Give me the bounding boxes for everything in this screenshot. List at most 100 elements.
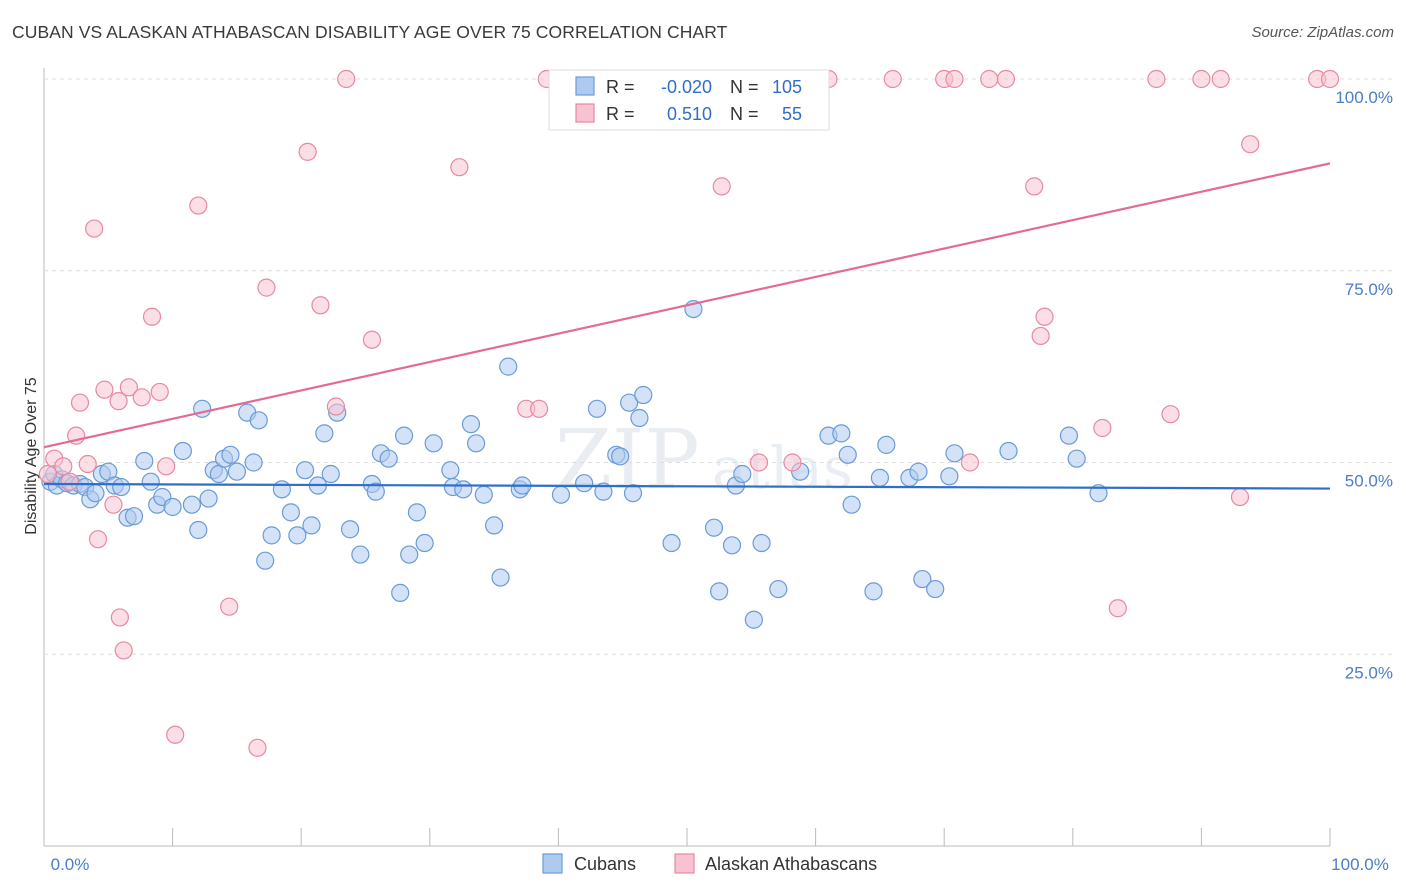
alaskan-point xyxy=(257,278,276,297)
cubans-point xyxy=(394,426,414,445)
cubans-point xyxy=(400,545,419,564)
alaskan-point xyxy=(1320,69,1340,89)
cubans-point xyxy=(474,485,493,504)
legend-swatch-alaskan xyxy=(674,853,695,874)
alaskan-point xyxy=(783,453,802,472)
cubans-point xyxy=(864,582,883,601)
stats-r-label-1: R = xyxy=(606,77,635,97)
cubans-point xyxy=(302,516,321,535)
x-ticks xyxy=(43,828,1331,846)
cubans-point xyxy=(135,451,154,471)
alaskan-point xyxy=(1230,487,1250,507)
alaskan-point xyxy=(980,69,999,89)
cubans-point xyxy=(1089,484,1108,503)
cubans-point xyxy=(209,464,228,484)
x-tick-label-max: 100.0% xyxy=(1331,855,1389,874)
cubans-point xyxy=(999,441,1018,461)
cubans-point xyxy=(623,484,643,503)
stats-n-label-1: N = xyxy=(730,77,759,97)
cubans-point xyxy=(86,484,105,503)
stats-n-value-1: 105 xyxy=(772,77,802,97)
cubans-point xyxy=(415,533,434,553)
cubans-point xyxy=(112,477,131,497)
alaskan-point xyxy=(362,330,382,349)
cubans-point xyxy=(491,568,510,587)
cubans-point xyxy=(454,480,473,499)
alaskan-point xyxy=(54,457,73,476)
cubans-point xyxy=(587,399,607,418)
stats-n-value-2: 55 xyxy=(782,104,802,124)
cubans-point xyxy=(832,424,851,443)
cubans-point xyxy=(945,444,964,463)
cubans-point xyxy=(351,545,370,564)
alaskan-point xyxy=(311,296,330,315)
alaskan-point xyxy=(110,608,129,627)
cubans-point xyxy=(163,497,182,517)
stats-legend-box xyxy=(548,69,830,131)
legend: Cubans Alaskan Athabascans xyxy=(542,853,877,874)
y-tick-label-25: 25.0% xyxy=(1345,663,1393,682)
cubans-point xyxy=(662,533,681,553)
alaskan-point xyxy=(85,219,104,238)
cubans-point xyxy=(221,445,240,464)
alaskan-point xyxy=(1241,135,1260,154)
alaskan-point xyxy=(78,454,97,474)
alaskan-point xyxy=(1161,405,1180,424)
cubans-point xyxy=(272,480,292,499)
cubans-point xyxy=(594,482,613,501)
source-label: Source: ZipAtlas.com xyxy=(1251,24,1394,41)
cubans-point xyxy=(710,582,729,601)
legend-label-alaskan: Alaskan Athabascans xyxy=(705,854,877,874)
stats-r-value-2: 0.510 xyxy=(667,104,712,124)
cubans-point xyxy=(244,453,263,472)
alaskan-point xyxy=(1031,326,1050,346)
alaskan-point xyxy=(996,69,1016,89)
cubans-point xyxy=(466,434,486,453)
cubans-point xyxy=(909,462,928,481)
cubans-point xyxy=(940,467,959,486)
cubans-point xyxy=(461,415,481,434)
y-tick-label-75: 75.0% xyxy=(1345,280,1393,299)
series-alaskan xyxy=(38,69,1340,757)
cubans-point xyxy=(499,357,518,376)
trend-lines xyxy=(43,162,1331,490)
alaskan-point xyxy=(337,69,356,89)
cubans-point xyxy=(704,518,724,537)
cubans-point xyxy=(182,495,201,514)
stats-swatch-cubans xyxy=(575,76,595,96)
cubans-point xyxy=(441,461,460,480)
y-axis-label: Disability Age Over 75 xyxy=(23,377,40,535)
alaskan-point xyxy=(1192,69,1211,89)
alaskan-point xyxy=(109,392,128,411)
cubans-point xyxy=(575,474,594,493)
alaskan-point xyxy=(220,597,239,616)
cubans-trend-line xyxy=(43,482,1331,490)
legend-swatch-cubans xyxy=(542,853,563,874)
alaskan-point xyxy=(945,69,964,89)
cubans-point xyxy=(340,520,360,539)
alaskan-point xyxy=(104,495,123,514)
cubans-point xyxy=(877,435,896,454)
stats-n-label-2: N = xyxy=(730,104,759,124)
cubans-point xyxy=(189,520,208,540)
cubans-point xyxy=(366,482,385,501)
cubans-point xyxy=(485,516,504,535)
alaskan-point xyxy=(883,69,902,89)
cubans-point xyxy=(249,411,268,430)
cubans-point xyxy=(1067,449,1086,468)
alaskan-point xyxy=(960,453,980,472)
cubans-point xyxy=(256,551,275,570)
alaskan-point xyxy=(1211,69,1230,89)
alaskan-point xyxy=(326,397,346,416)
alaskan-point xyxy=(1093,418,1112,438)
cubans-point xyxy=(141,472,160,491)
alaskan-point xyxy=(88,530,108,549)
stats-r-value-1: -0.020 xyxy=(661,77,712,97)
cubans-point xyxy=(838,445,857,464)
cubans-point xyxy=(752,533,771,553)
cubans-point xyxy=(315,424,334,443)
alaskan-point xyxy=(142,307,162,326)
alaskan-point xyxy=(450,158,469,177)
cubans-point xyxy=(913,569,932,589)
